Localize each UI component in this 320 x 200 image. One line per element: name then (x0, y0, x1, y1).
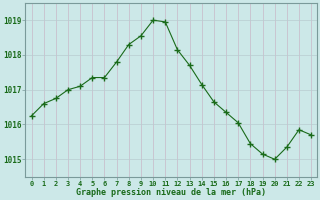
X-axis label: Graphe pression niveau de la mer (hPa): Graphe pression niveau de la mer (hPa) (76, 188, 266, 197)
